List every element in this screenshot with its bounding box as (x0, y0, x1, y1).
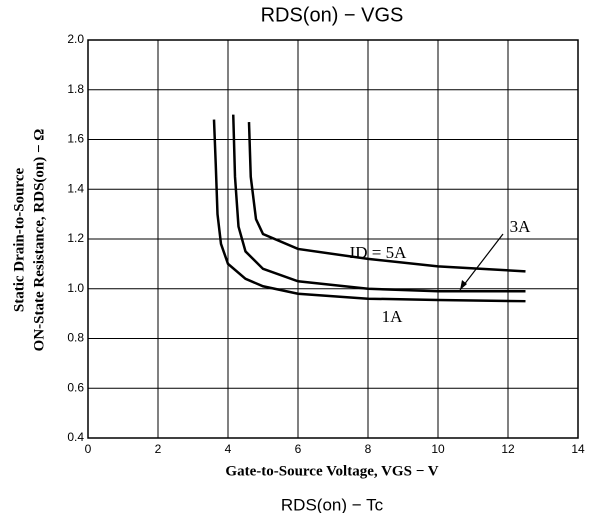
plot-frame (87, 39, 579, 439)
y-tick-label: 1.8 (67, 82, 84, 96)
series-label: 3A (510, 217, 532, 236)
annotation-arrow (459, 233, 504, 291)
y-tick-label: 2.0 (67, 32, 84, 46)
arrow-head (460, 280, 467, 290)
y-tick-label: 1.0 (67, 281, 84, 295)
footer-title: RDS(on) − Tc (281, 495, 384, 513)
y-axis-label: Static Drain-to-Source (11, 168, 27, 313)
x-tick-label: 2 (155, 442, 162, 456)
chart-title: RDS(on) − VGS (261, 4, 404, 26)
x-tick-label: 8 (365, 442, 372, 456)
series-label: 1A (382, 307, 404, 326)
x-tick-label: 6 (295, 442, 302, 456)
x-tick-label: 10 (431, 442, 445, 456)
y-tick-label: 1.2 (67, 231, 84, 245)
y-tick-label: 0.4 (67, 430, 84, 444)
series-label: ID = 5A (350, 243, 408, 262)
data-line (232, 114, 526, 293)
x-tick-label: 0 (85, 442, 92, 456)
y-tick-label: 0.8 (67, 331, 84, 345)
data-line (247, 122, 526, 273)
x-axis-label: Gate-to-Source Voltage, VGS − V (225, 463, 438, 479)
x-tick-label: 4 (225, 442, 232, 456)
y-tick-label: 0.6 (67, 380, 84, 394)
y-tick-label: 1.4 (67, 181, 84, 195)
x-tick-label: 14 (571, 442, 585, 456)
y-axis-label: ON-State Resistance, RDS(on) − Ω (31, 129, 47, 352)
y-tick-label: 1.6 (67, 132, 84, 146)
data-line (212, 119, 526, 303)
x-tick-label: 12 (501, 442, 515, 456)
